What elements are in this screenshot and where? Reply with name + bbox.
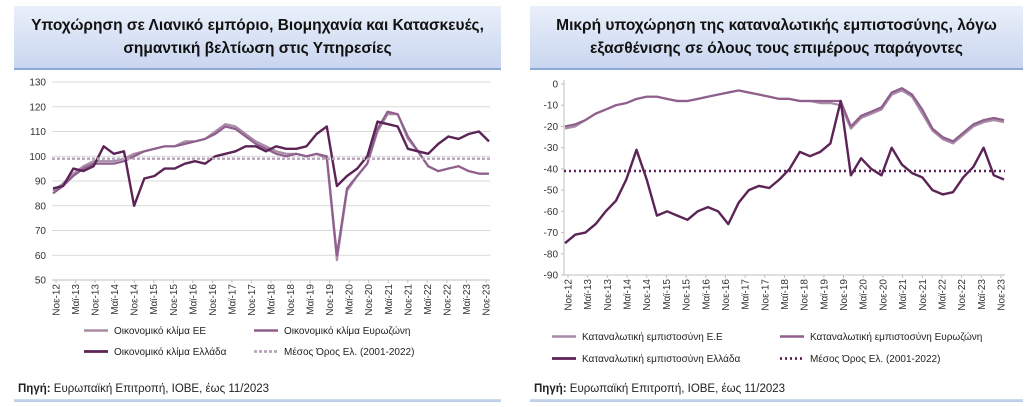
left-chart-title: Υποχώρηση σε Λιανικό εμπόριο, Βιομηχανία… xyxy=(31,17,484,57)
x-tick-label: Μαϊ-14 xyxy=(110,284,121,315)
left-chart-plot: 50 60 70 80 90 100 110 120 130 Νοε-12 Μαϊ-13 Νοε-13… xyxy=(14,70,503,380)
y-tick-label: -70 xyxy=(544,228,559,239)
x-tick-label: Νοε-20 xyxy=(364,284,375,316)
x-tick-label: Μαϊ-21 xyxy=(384,284,395,315)
x-tick-label: Μαϊ-17 xyxy=(227,284,238,315)
x-tick-label: Νοε-17 xyxy=(247,284,258,316)
x-tick-label: Μαϊ-15 xyxy=(662,279,673,310)
x-tick-label: Μαϊ-17 xyxy=(741,279,752,310)
x-tick-label: Μαϊ-23 xyxy=(977,279,988,310)
x-tick-label: Νοε-22 xyxy=(957,279,968,311)
x-tick-label: Νοε-21 xyxy=(403,284,414,316)
right-chart-title: Μικρή υποχώρηση της καταναλωτικής εμπιστ… xyxy=(556,17,997,57)
left-chart-panel: Υποχώρηση σε Λιανικό εμπόριο, Βιομηχανία… xyxy=(0,0,505,407)
x-tick-label: Νοε-13 xyxy=(91,284,102,316)
series-line-gr xyxy=(52,120,490,208)
x-tick-label: Νοε-14 xyxy=(642,279,653,311)
y-tick-label: 120 xyxy=(29,102,46,113)
y-tick-label: 50 xyxy=(35,276,47,287)
series-line-ez xyxy=(564,87,1005,143)
legend-label: Οικονομικό κλίμα ΕΕ xyxy=(114,325,206,337)
left-chart-title-bar: Υποχώρηση σε Λιανικό εμπόριο, Βιομηχανία… xyxy=(14,6,501,70)
right-chart-source: Πηγή: Ευρωπαϊκή Επιτροπή, ΙΟΒΕ, έως 11/2… xyxy=(534,383,786,395)
left-chart-source: Πηγή: Ευρωπαϊκή Επιτροπή, ΙΟΒΕ, έως 11/2… xyxy=(18,383,270,395)
right-chart-plot: 0 -10 -20 -30 -40 -50 -60 -70 -80 -90 Νοε-12 Μαϊ-13… xyxy=(530,70,1023,380)
x-tick-label: Νοε-15 xyxy=(682,279,693,311)
y-tick-label: 60 xyxy=(35,251,47,262)
x-tick-label: Νοε-16 xyxy=(208,284,219,316)
series-line-gr xyxy=(564,99,1005,245)
x-tick-label: Μαϊ-18 xyxy=(780,279,791,310)
y-tick-label: -90 xyxy=(544,271,559,282)
x-tick-label: Μαϊ-16 xyxy=(701,279,712,310)
y-tick-label: -50 xyxy=(544,186,559,197)
legend-label: Καταναλωτική εμπιστοσύνη Ευρωζώνη xyxy=(810,331,982,343)
legend-label: Οικονομικό κλίμα Ευρωζώνη xyxy=(284,325,411,337)
right-chart-title-bar: Μικρή υποχώρηση της καταναλωτικής εμπιστ… xyxy=(530,6,1023,70)
y-tick-label: 90 xyxy=(35,177,47,188)
x-tick-label: Μαϊ-22 xyxy=(937,279,948,310)
x-tick-label: Νοε-21 xyxy=(918,279,929,311)
y-tick-label: -40 xyxy=(544,164,559,175)
x-tick-label: Νοε-19 xyxy=(325,284,336,316)
x-tick-label: Μαϊ-13 xyxy=(71,284,82,315)
x-tick-label: Νοε-14 xyxy=(130,284,141,316)
x-tick-label: Μαϊ-20 xyxy=(859,279,870,310)
x-tick-label: Μαϊ-16 xyxy=(188,284,199,315)
legend-label: Οικονομικό κλίμα Ελλάδα xyxy=(114,346,227,358)
y-tick-label: 100 xyxy=(29,152,46,163)
x-tick-label: Νοε-18 xyxy=(800,279,811,311)
consumer-confidence-chart: 0 -10 -20 -30 -40 -50 -60 -70 -80 -90 Νοε-12 Μαϊ-13… xyxy=(530,70,1023,380)
right-bottom-rule xyxy=(530,399,1023,402)
right-chart-panel: Μικρή υποχώρηση της καταναλωτικής εμπιστ… xyxy=(516,0,1027,407)
x-tick-label: Μαϊ-20 xyxy=(345,284,356,315)
x-tick-label: Μαϊ-23 xyxy=(462,284,473,315)
x-tick-label: Νοε-19 xyxy=(839,279,850,311)
x-tick-label: Μαϊ-19 xyxy=(306,284,317,315)
y-tick-label: 80 xyxy=(35,201,47,212)
legend-label: Καταναλωτική εμπιστοσύνη Ε.Ε xyxy=(582,331,723,343)
x-tick-label: Νοε-12 xyxy=(52,284,63,316)
x-tick-label: Νοε-12 xyxy=(564,279,575,311)
x-tick-label: Μαϊ-19 xyxy=(819,279,830,310)
x-tick-label: Μαϊ-15 xyxy=(149,284,160,315)
legend-label: Μέσος Όρος Ελ. (2001-2022) xyxy=(284,346,414,358)
y-tick-label: -30 xyxy=(544,143,559,154)
x-tick-label: Νοε-13 xyxy=(603,279,614,311)
chart-background xyxy=(530,70,1023,380)
x-tick-label: Νοε-18 xyxy=(286,284,297,316)
x-tick-label: Μαϊ-22 xyxy=(423,284,434,315)
left-bottom-rule xyxy=(14,399,501,402)
y-tick-label: -20 xyxy=(544,122,559,133)
y-tick-label: 0 xyxy=(552,80,558,91)
y-tick-label: -80 xyxy=(544,249,559,260)
y-tick-label: -10 xyxy=(544,101,559,112)
x-tick-label: Νοε-15 xyxy=(169,284,180,316)
chart-background xyxy=(14,70,503,380)
x-tick-label: Μαϊ-21 xyxy=(898,279,909,310)
x-tick-label: Νοε-22 xyxy=(442,284,453,316)
x-tick-label: Νοε-17 xyxy=(760,279,771,311)
legend-label: Μέσος Όρος Ελ. (2001-2022) xyxy=(810,353,940,365)
x-tick-label: Μαϊ-13 xyxy=(583,279,594,310)
x-tick-label: Νοε-23 xyxy=(482,284,493,316)
x-tick-label: Νοε-16 xyxy=(721,279,732,311)
economic-climate-chart: 50 60 70 80 90 100 110 120 130 Νοε-12 Μαϊ-13 Νοε-13… xyxy=(14,70,503,380)
y-tick-label: -60 xyxy=(544,207,559,218)
x-tick-label: Μαϊ-14 xyxy=(623,279,634,310)
y-tick-label: 130 xyxy=(29,78,46,89)
y-tick-label: 70 xyxy=(35,226,47,237)
legend-label: Καταναλωτική εμπιστοσύνη Ελλάδα xyxy=(582,353,740,365)
x-tick-label: Μαϊ-18 xyxy=(267,284,278,315)
x-tick-label: Νοε-20 xyxy=(878,279,889,311)
y-tick-label: 110 xyxy=(30,127,46,138)
x-tick-label: Νοε-23 xyxy=(997,279,1008,311)
